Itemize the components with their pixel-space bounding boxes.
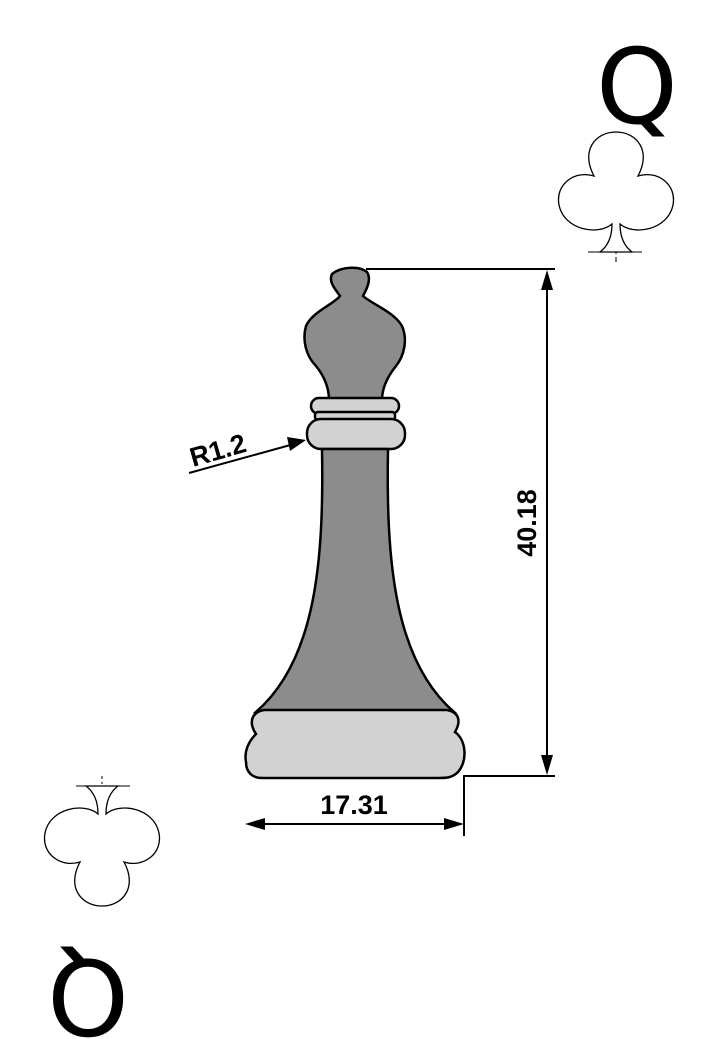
height-dimension-label: 40.18: [512, 489, 542, 557]
width-dimension: [245, 776, 465, 836]
top-rank-letter: Q: [596, 26, 678, 148]
radius-dimension-label: R1.2: [186, 428, 249, 473]
radius-leader: [188, 437, 306, 474]
bishop-base: [244, 708, 466, 780]
width-dimension-label: 17.31: [320, 790, 388, 820]
height-dimension: [366, 268, 555, 777]
bishop-stem: [252, 447, 458, 714]
collar-lower-ring: [305, 417, 407, 451]
top-right-card-corner: Q: [557, 26, 678, 262]
bishop-piece: [244, 266, 466, 780]
bottom-club-icon: [43, 776, 161, 907]
bishop-head: [303, 266, 407, 402]
bottom-rank-letter: Q: [47, 935, 129, 1039]
bottom-left-card-corner: Q: [43, 776, 161, 1039]
top-club-icon: [557, 131, 675, 262]
